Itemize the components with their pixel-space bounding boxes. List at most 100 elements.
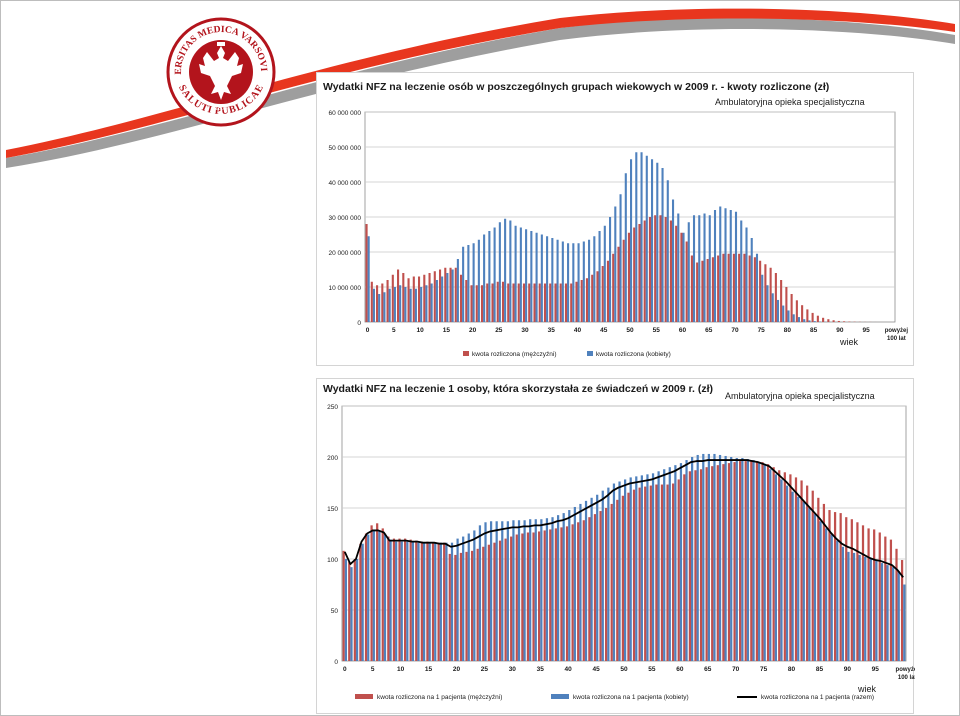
bar — [526, 532, 530, 661]
bar — [740, 220, 743, 322]
eagle-icon — [199, 42, 243, 100]
bar — [414, 288, 417, 322]
bar — [370, 281, 373, 322]
bar — [729, 210, 732, 322]
bar — [584, 500, 588, 661]
bar — [683, 474, 686, 661]
x-tick-label: 25 — [495, 327, 503, 334]
bar — [579, 503, 582, 661]
university-seal-logo: UNIVERSITAS MEDICA VARSOVIENSIS SALUTI P… — [166, 16, 276, 127]
bar — [624, 173, 627, 322]
x-tick-label: 65 — [704, 666, 712, 673]
bar — [376, 523, 379, 661]
x-tick-label: 15 — [425, 666, 433, 673]
bar — [365, 224, 368, 322]
x-tick-label: 80 — [788, 666, 796, 673]
bar — [376, 285, 379, 322]
bar — [438, 269, 442, 322]
bar — [517, 283, 520, 322]
bar — [535, 232, 538, 322]
bar — [398, 538, 401, 661]
bar — [465, 551, 468, 661]
bar — [741, 458, 744, 661]
x-tick-label: 85 — [816, 666, 824, 673]
y-tick-label: 60 000 000 — [328, 110, 361, 117]
bar — [556, 239, 559, 322]
bar — [795, 300, 798, 322]
bar — [903, 584, 906, 661]
bar — [562, 513, 565, 661]
bar — [827, 319, 830, 322]
bar — [601, 266, 604, 322]
bar — [750, 460, 753, 661]
bar — [480, 285, 484, 322]
bar — [454, 267, 457, 322]
bar — [609, 217, 612, 322]
bar — [706, 259, 709, 322]
bar — [677, 213, 680, 322]
bar — [517, 520, 521, 661]
x-tick-label: 55 — [648, 666, 656, 673]
bar — [672, 483, 675, 661]
bar — [545, 518, 549, 661]
bar — [525, 229, 528, 322]
bar — [752, 460, 755, 661]
x-tick-label: 20 — [453, 666, 461, 673]
bar — [755, 253, 759, 322]
bar — [772, 467, 775, 661]
bar — [478, 525, 482, 661]
bar — [629, 477, 632, 661]
bar — [596, 494, 599, 661]
bar — [698, 215, 701, 322]
bar — [708, 215, 711, 322]
bar — [856, 522, 859, 661]
bar — [808, 320, 811, 322]
bar — [355, 559, 359, 661]
bar — [895, 548, 898, 661]
bar — [645, 155, 648, 322]
bar — [473, 530, 476, 661]
chart-top-subtitle: Ambulatoryjna opieka specjalistyczna — [715, 97, 865, 107]
bar — [614, 206, 617, 322]
bar — [467, 533, 470, 661]
bar — [577, 243, 580, 322]
bar — [596, 271, 599, 322]
bar — [519, 227, 522, 322]
bar — [582, 520, 585, 661]
bar — [383, 292, 386, 322]
bar — [649, 485, 652, 661]
bar — [572, 243, 575, 322]
bar — [501, 281, 505, 322]
bar — [884, 536, 887, 661]
x-tick-label: 5 — [392, 327, 396, 334]
bar — [467, 245, 470, 322]
bar — [426, 541, 429, 661]
bar — [627, 492, 630, 661]
bar — [399, 285, 402, 322]
bar — [785, 287, 788, 322]
bar — [367, 236, 370, 322]
bar — [348, 562, 351, 661]
bar — [538, 283, 541, 322]
bar — [389, 539, 392, 661]
bar — [573, 506, 576, 661]
bar — [746, 459, 750, 661]
bar — [616, 499, 619, 661]
x-tick-label: 100 lat — [887, 336, 906, 342]
bar — [378, 530, 381, 661]
bar — [475, 285, 478, 322]
bar — [454, 554, 457, 661]
bar — [675, 225, 678, 322]
bar — [598, 231, 601, 322]
bar — [845, 517, 848, 661]
bar — [422, 542, 426, 661]
bar — [750, 238, 753, 322]
legend-label: kwota rozliczona na 1 pacjenta (mężczyźn… — [377, 694, 502, 701]
bar — [607, 487, 610, 661]
bar — [487, 544, 490, 661]
bar — [730, 457, 733, 661]
bar — [867, 528, 870, 661]
x-tick-label: 60 — [676, 666, 684, 673]
bar — [496, 281, 499, 322]
bar — [671, 199, 675, 322]
